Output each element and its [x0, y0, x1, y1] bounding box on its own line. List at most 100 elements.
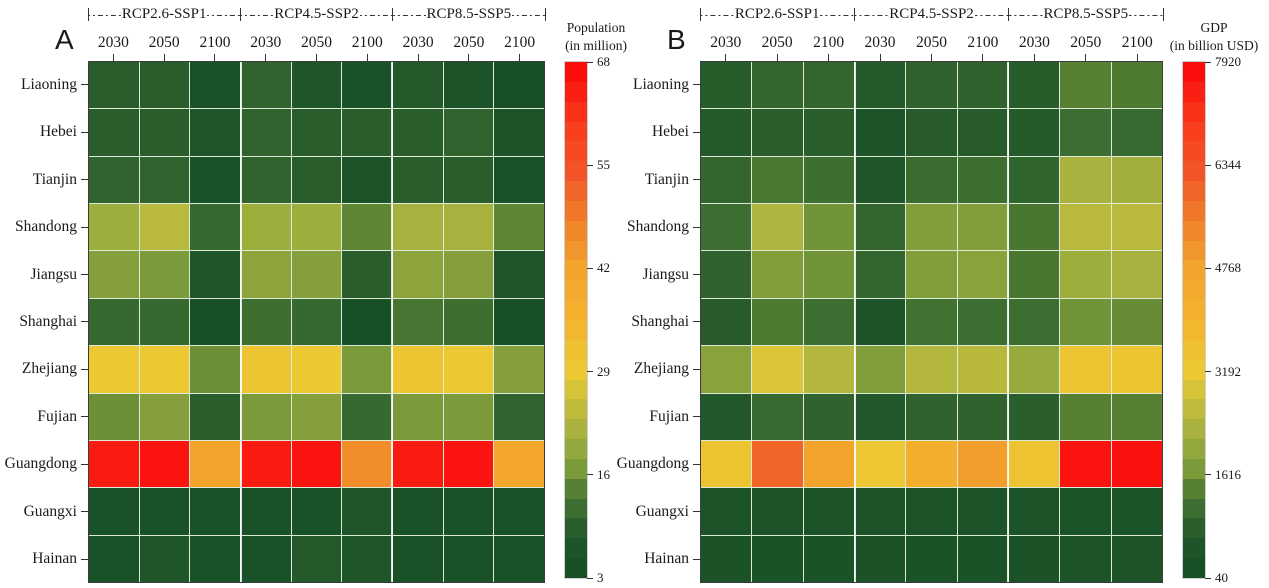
heatmap-cell: [139, 393, 190, 440]
colorbar-tick-label: 4768: [1215, 260, 1241, 276]
colorbar-tick: 68: [587, 54, 610, 70]
heatmap-cell: [139, 535, 190, 582]
heatmap-cell: [89, 156, 139, 204]
heatmap-cell: [443, 440, 494, 488]
colorbar-step: [1183, 141, 1205, 162]
scenario-label: RCP2.6-SSP1: [121, 6, 207, 22]
scenario-separator-tick: [1162, 8, 1164, 21]
scenario-label: RCP2.6-SSP1: [734, 6, 820, 22]
row-tick: [81, 368, 88, 370]
heatmap-cell: [89, 62, 139, 109]
scenario-separator-tick: [853, 8, 855, 21]
row-tick: [693, 274, 700, 276]
heatmap-cell: [752, 156, 803, 204]
colorbar-step: [1183, 359, 1205, 380]
heatmap-population: [88, 61, 545, 583]
column-tick: [828, 54, 830, 61]
heatmap-cell: [139, 488, 190, 535]
column-tick: [316, 54, 318, 61]
year-label-cell: 2030: [700, 27, 751, 61]
heatmap-cell: [957, 204, 1008, 251]
row-label-text: Fujian: [649, 407, 689, 425]
year-label: 2100: [351, 34, 383, 51]
heatmap-cell: [803, 488, 854, 535]
year-label-cell: 2100: [494, 27, 545, 61]
heatmap-cell: [291, 298, 342, 346]
row-tick: [81, 321, 88, 323]
heatmap-cell: [89, 440, 139, 488]
colorbar-step: [565, 379, 587, 400]
heatmap-cell: [241, 393, 291, 440]
heatmap-cell: [89, 535, 139, 582]
heatmap-cell: [1060, 346, 1111, 393]
scenario-dash-line: [512, 14, 545, 16]
heatmap-cell: [752, 298, 803, 346]
heatmap-cell: [342, 62, 392, 109]
heatmap-cell: [393, 440, 443, 488]
heatmap-cell: [443, 156, 494, 204]
heatmap-cell: [342, 204, 392, 251]
heatmap-cell: [393, 62, 443, 109]
column-tick: [725, 54, 727, 61]
row-label-hebei: Hebei: [0, 108, 88, 155]
heatmap-cell: [139, 204, 190, 251]
colorbar-step: [1183, 498, 1205, 519]
column-tick: [366, 54, 368, 61]
colorbar-step: [565, 558, 587, 578]
heatmap-cell: [854, 346, 906, 393]
colorbar-step: [565, 300, 587, 320]
heatmap-cell: [1111, 109, 1162, 156]
heatmap-cell: [701, 62, 752, 109]
colorbar-ticks-gdp: 7920 6344 4768 3192 1616 40: [1205, 54, 1267, 585]
heatmap-cell: [803, 204, 854, 251]
heatmap-cell: [854, 298, 906, 346]
row-label-text: Guangdong: [616, 455, 689, 473]
year-label: 2050: [915, 34, 947, 51]
row-label-text: Hebei: [39, 123, 77, 141]
heatmap-cell: [1060, 109, 1111, 156]
heatmap-cell: [1008, 346, 1060, 393]
group-separator-line: [853, 62, 856, 582]
year-label-cell: 2100: [190, 27, 241, 61]
heatmap-cell: [139, 251, 190, 298]
row-label-jiangsu: Jiangsu: [612, 251, 700, 298]
heatmap-cell: [957, 488, 1008, 535]
heatmap-cell: [291, 393, 342, 440]
heatmap-cell: [752, 204, 803, 251]
heatmap-cell: [854, 62, 906, 109]
row-tick: [693, 321, 700, 323]
scenario-dash-line: [359, 14, 393, 16]
row-label-text: Liaoning: [633, 75, 689, 93]
heatmap-cell: [854, 204, 906, 251]
heatmap-cell: [89, 346, 139, 393]
scenario-dash-line: [240, 14, 274, 16]
year-label: 2030: [710, 34, 742, 51]
row-label-text: Fujian: [37, 407, 77, 425]
heatmap-cell: [443, 535, 494, 582]
scenario-header-row: RCP2.6-SSP1 RCP4.5-SSP2 RCP8.5-SSP5: [87, 6, 546, 23]
colorbar-tick-label: 68: [597, 54, 610, 69]
colorbar-step: [565, 538, 587, 559]
heatmap-cell: [701, 440, 752, 488]
heatmap-cell: [291, 62, 342, 109]
heatmap-cell: [342, 346, 392, 393]
heatmap-cell: [1008, 393, 1060, 440]
scenario-label: RCP4.5-SSP2: [274, 6, 359, 22]
heatmap-cell: [139, 440, 190, 488]
row-label-guangdong: Guangdong: [612, 441, 700, 488]
heatmap-cell: [1060, 535, 1111, 582]
year-label: 2100: [504, 34, 536, 51]
row-tick: [693, 368, 700, 370]
heatmap-cell: [393, 109, 443, 156]
heatmap-cell: [906, 62, 957, 109]
scenario-separator-tick: [239, 8, 241, 21]
heatmap-cell: [906, 440, 957, 488]
colorbar-step: [565, 439, 587, 459]
colorbar-population: [564, 61, 588, 579]
row-label-text: Jiangsu: [30, 265, 78, 283]
column-tick: [519, 54, 521, 61]
colorbar-tick-mark: [1205, 164, 1211, 166]
heatmap-cell: [190, 393, 240, 440]
colorbar-step: [1183, 220, 1205, 241]
heatmap-cell: [957, 109, 1008, 156]
